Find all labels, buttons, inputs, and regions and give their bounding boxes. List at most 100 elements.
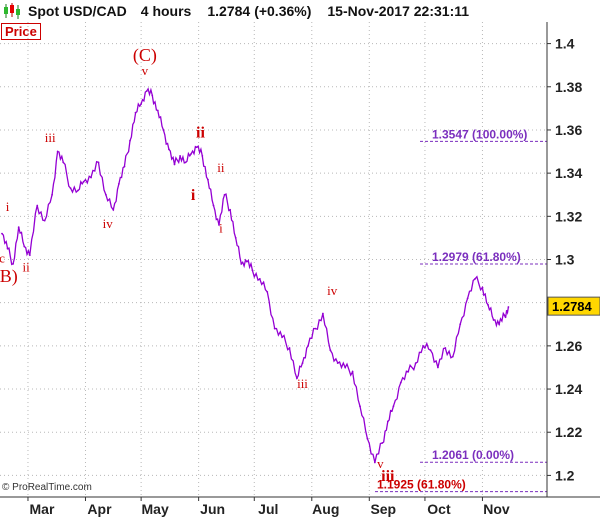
price-point [28,254,31,257]
price-point [82,180,85,183]
y-tick-label: 1.3 [555,252,575,268]
price-point [351,370,354,373]
price-point [386,420,389,423]
price-point [168,148,170,151]
price-point [6,247,9,250]
wave-label: iv [327,283,338,298]
price-point [422,344,424,347]
wave-label: i [6,199,10,214]
price-panel-label[interactable]: Price [1,23,41,40]
price-point [145,90,148,92]
watermark: © ProRealTime.com [2,482,92,493]
y-tick-label: 1.34 [555,165,582,181]
price-point [162,129,165,131]
price-point [184,161,187,164]
price-point [492,319,495,321]
price-point [444,347,447,349]
price-point [23,245,26,248]
price-point [307,344,309,347]
price-point [123,165,126,168]
price-point [17,226,20,229]
price-change-label: (+0.36%) [254,3,312,19]
y-tick-label: 1.24 [555,381,582,397]
x-tick-label: Jul [258,501,278,517]
price-point [251,269,254,272]
price-point [322,312,324,315]
price-point [1,232,3,235]
y-tick-label: 1.22 [555,424,582,440]
price-point [266,290,269,293]
price-point [201,154,204,157]
fib-level-label: 1.2979 (61.80%) [432,250,521,264]
timeframe-label[interactable]: 4 hours [140,3,192,19]
last-price-box [547,296,600,316]
y-tick-label: 1.36 [555,122,582,138]
price-point [97,161,100,164]
fib-level-label: 1.3547 (100.00%) [432,127,527,141]
price-point [414,362,417,365]
price-point [69,187,72,190]
price-point [459,323,462,326]
price-point [104,193,107,196]
price-point [437,366,439,369]
price-point [392,405,395,408]
symbol-label: Spot USD/CAD [28,3,127,19]
price-point [481,286,484,289]
price-point [56,150,59,153]
price-point [373,461,376,464]
fib-level-label: 1.2061 (0.00%) [432,448,514,462]
y-tick-label: 1.32 [555,208,582,224]
wave-label: c [0,251,5,266]
datetime-label: 15-Nov-2017 22:31:11 [327,3,470,19]
last-price-box-label: 1.2784 [552,299,593,314]
price-point [12,262,15,265]
price-point [51,193,53,196]
price-point [134,111,137,114]
wave-label: iii [297,376,308,391]
price-point [90,176,92,179]
price-series-line [1,87,510,463]
price-point [381,442,384,444]
price-point [195,146,198,149]
wave-label: v [377,456,384,471]
price-point [223,193,226,196]
price-point [234,237,237,239]
price-point [112,208,115,211]
price-point [273,327,276,330]
x-tick-label: Apr [87,501,112,517]
price-point [344,366,347,369]
price-point [399,381,402,384]
price-point [451,355,454,358]
price-point [43,219,46,222]
wave-label: v [142,63,149,78]
price-point [190,152,193,155]
price-point [77,189,79,192]
price-point [229,208,232,211]
x-tick-label: May [142,501,169,517]
y-tick-label: 1.26 [555,338,582,354]
x-tick-label: Aug [312,501,339,517]
price-point [474,278,476,280]
price-point [212,204,215,207]
price-point [507,306,510,308]
wave-label: i [191,187,196,204]
price-point [151,94,154,97]
price-point [314,327,317,330]
price-point [466,297,469,300]
price-point [173,163,176,166]
price-point [117,183,120,185]
x-tick-label: Jun [200,501,225,517]
price-point [498,323,501,326]
price-point [218,224,220,226]
price-point [288,347,291,349]
chart-title-bar: Spot USD/CAD 4 hours 1.2784 (+0.36%) 15-… [0,0,600,22]
x-tick-label: Nov [483,501,510,517]
price-point [503,314,506,317]
x-tick-label: Mar [30,501,55,517]
price-point [62,161,65,164]
price-point [429,349,432,352]
price-point [366,437,369,440]
price-point [245,260,248,263]
wave-label: ii [196,125,205,142]
